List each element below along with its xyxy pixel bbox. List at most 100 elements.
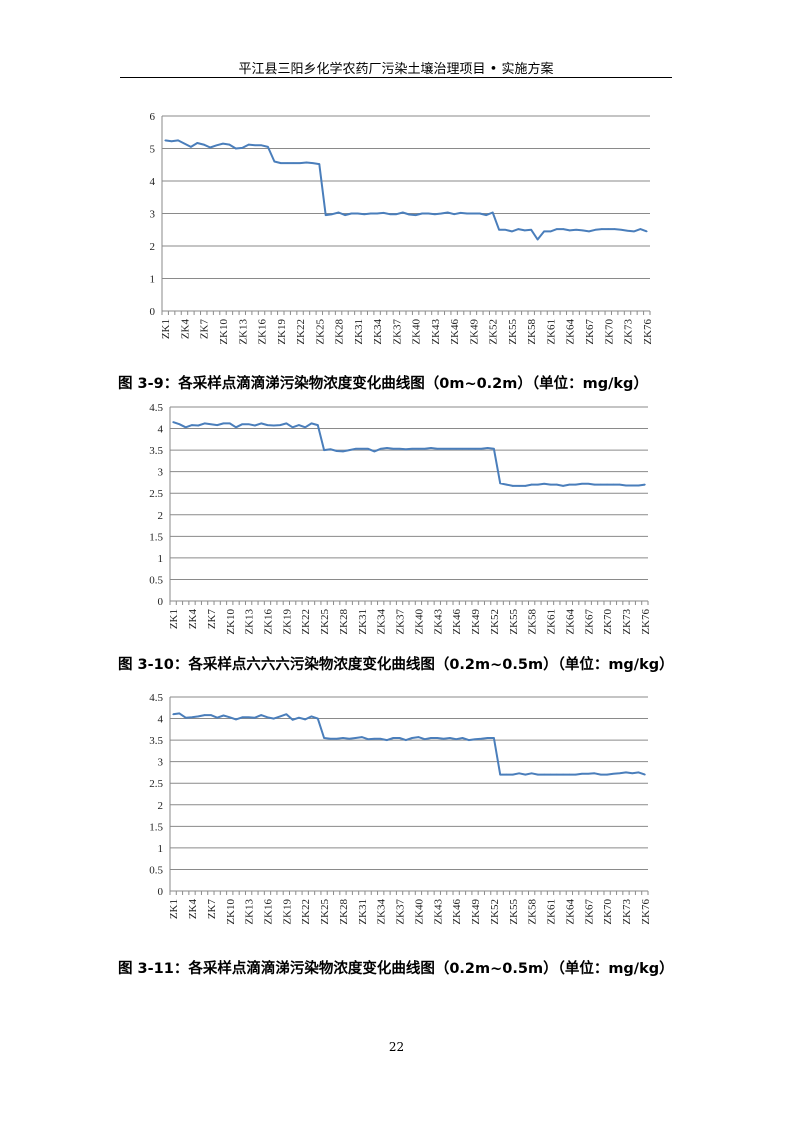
x-tick-label: ZK34 [372, 319, 384, 345]
y-tick-label: 0.5 [149, 864, 163, 876]
data-point [337, 211, 340, 214]
data-point [449, 737, 451, 739]
figure-caption-3-11: 图 3-11：各采样点滴滴涕污染物浓度变化曲线图（0.2m~0.5m）（单位：m… [118, 961, 674, 977]
data-point [279, 715, 281, 718]
data-point [247, 423, 250, 426]
data-point [196, 142, 199, 144]
y-tick-label: 4.5 [149, 402, 163, 414]
data-point [588, 230, 590, 233]
y-tick-label: 4 [150, 176, 156, 188]
data-point [581, 482, 583, 485]
data-point [305, 161, 308, 164]
data-point [304, 718, 307, 721]
data-point [562, 773, 564, 776]
data-point [543, 482, 546, 485]
data-point [575, 228, 577, 231]
data-point [342, 737, 344, 739]
data-point [523, 229, 526, 232]
x-tick-label: ZK4 [187, 609, 199, 630]
data-point [310, 422, 313, 425]
x-tick-label: ZK70 [602, 899, 614, 925]
data-point [215, 144, 218, 147]
data-point [348, 449, 351, 451]
x-tick-label: ZK76 [642, 319, 654, 345]
data-point [241, 423, 244, 426]
data-point [518, 485, 520, 487]
page-number: 22 [388, 1040, 405, 1054]
data-point [639, 228, 642, 230]
x-tick-label: ZK10 [218, 319, 230, 345]
y-tick-label: 6 [150, 111, 156, 123]
y-tick-label: 2.5 [149, 488, 163, 500]
data-point [363, 213, 366, 215]
data-point [184, 716, 187, 719]
data-point [373, 738, 376, 740]
data-point [498, 228, 500, 231]
x-tick-label: ZK52 [489, 609, 501, 635]
data-point [423, 738, 426, 741]
data-point [549, 230, 552, 233]
data-point [172, 713, 174, 716]
x-tick-label: ZK37 [395, 899, 407, 925]
data-point [405, 448, 407, 451]
data-point [382, 212, 385, 214]
data-point [379, 738, 382, 740]
x-tick-label: ZK64 [564, 609, 576, 635]
data-point [543, 773, 546, 776]
data-point [312, 162, 314, 164]
data-point [318, 163, 321, 165]
x-tick-label: ZK52 [489, 899, 501, 925]
y-tick-label: 2 [150, 241, 156, 253]
page-header: 平江县三阳乡化学农药厂污染土壤治理项目 • 实施方案 [238, 62, 554, 77]
data-point [329, 738, 332, 740]
y-tick-label: 0 [150, 306, 156, 318]
x-tick-label: ZK4 [179, 319, 191, 340]
data-point [594, 228, 597, 231]
y-tick-label: 1.5 [149, 531, 163, 543]
x-tick-label: ZK58 [527, 899, 539, 925]
x-tick-label: ZK61 [546, 609, 558, 635]
x-tick-label: ZK19 [276, 319, 288, 345]
data-point [203, 714, 206, 716]
x-tick-label: ZK67 [584, 319, 596, 345]
x-tick-label: ZK25 [314, 319, 326, 345]
data-point [222, 142, 224, 145]
x-tick-label: ZK28 [334, 319, 346, 345]
data-point [556, 773, 558, 776]
data-point [177, 139, 179, 142]
data-point [449, 448, 451, 450]
x-tick-label: ZK46 [451, 899, 463, 925]
x-tick-label: ZK64 [565, 319, 577, 345]
data-point [298, 424, 300, 426]
data-point [398, 737, 401, 739]
x-tick-label: ZK19 [281, 899, 293, 925]
data-point [530, 483, 533, 486]
data-point [518, 772, 520, 775]
x-tick-label: ZK25 [319, 899, 331, 925]
data-point [568, 483, 571, 486]
data-point [203, 422, 206, 425]
y-tick-label: 1 [150, 274, 156, 286]
data-point [442, 738, 445, 740]
x-tick-label: ZK49 [468, 319, 480, 345]
x-tick-label: ZK22 [300, 609, 312, 635]
x-tick-label: ZK7 [206, 609, 218, 630]
data-point [310, 715, 313, 718]
x-tick-label: ZK37 [395, 609, 407, 635]
data-point [607, 228, 610, 230]
data-point [581, 229, 584, 232]
data-point [292, 162, 295, 164]
data-point [466, 212, 468, 215]
data-point [613, 228, 616, 230]
data-point [260, 714, 262, 716]
data-point [373, 450, 376, 453]
y-tick-label: 0 [158, 886, 164, 898]
data-point [625, 484, 627, 487]
x-tick-label: ZK16 [257, 319, 269, 345]
x-tick-label: ZK16 [262, 609, 274, 635]
x-tick-label: ZK40 [413, 609, 425, 635]
data-point [357, 212, 359, 215]
data-point [197, 424, 200, 427]
data-point [517, 228, 520, 230]
